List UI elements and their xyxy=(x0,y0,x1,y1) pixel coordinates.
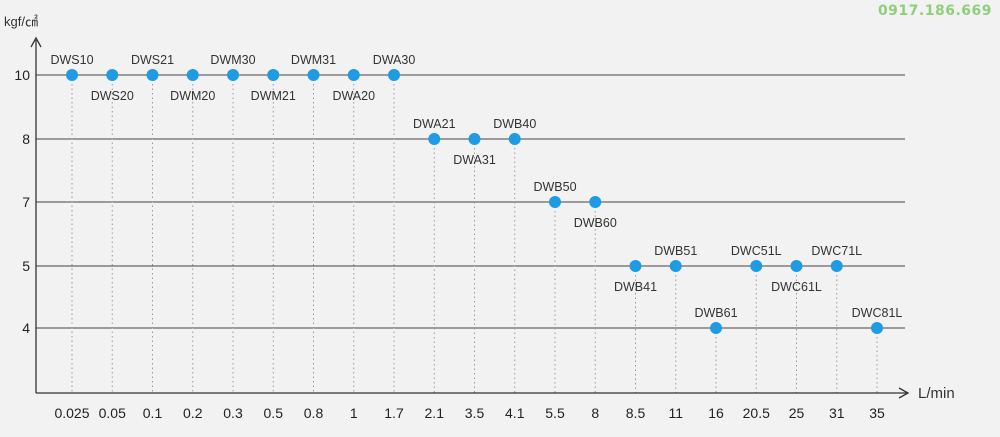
y-axis-label: kgf/㎠ xyxy=(4,14,38,29)
x-tick-label: 0.025 xyxy=(54,405,89,421)
y-axis-arrow xyxy=(30,36,42,48)
x-tick-label: 25 xyxy=(789,405,805,421)
y-tick-label-10: 10 xyxy=(14,67,30,83)
point-label: DWA30 xyxy=(373,53,416,67)
phone-number: 0917.186.669 xyxy=(877,3,992,19)
point-label: DWB51 xyxy=(654,244,697,258)
y-tick-labels: 10 8 7 5 4 xyxy=(14,67,30,336)
point-label: DWS10 xyxy=(50,53,93,67)
point-label: DWM21 xyxy=(251,89,296,103)
x-tick-label: 1 xyxy=(350,405,358,421)
x-tick-label: 3.5 xyxy=(465,405,485,421)
x-tick-labels: 0.025 0.05 0.1 0.2 0.3 0.5 0.8 1 1.7 2.1 3.5 4.1 5.5… xyxy=(54,405,885,421)
x-tick-label: 0.5 xyxy=(264,405,284,421)
x-tick-label: 0.2 xyxy=(183,405,203,421)
y-tick-label-5: 5 xyxy=(22,258,30,274)
data-point xyxy=(669,260,682,272)
x-tick-label: 35 xyxy=(869,405,885,421)
point-label: DWC61L xyxy=(771,280,822,294)
point-label: DWC51L xyxy=(731,244,782,258)
x-tick-label: 2.1 xyxy=(425,405,445,421)
data-point xyxy=(629,260,642,272)
point-label: DWS21 xyxy=(131,53,174,67)
data-point xyxy=(388,69,400,81)
x-tick-label: 20.5 xyxy=(743,405,770,421)
data-point xyxy=(508,133,521,145)
point-label: DWC81L xyxy=(852,306,903,320)
data-point xyxy=(267,69,280,81)
x-tick-label: 31 xyxy=(829,405,845,421)
drop-lines xyxy=(71,75,878,393)
data-point xyxy=(428,133,441,145)
data-point xyxy=(227,69,239,81)
x-tick-label: 8.5 xyxy=(626,405,646,421)
x-tick-label: 0.8 xyxy=(304,405,324,421)
point-label: DWM20 xyxy=(170,89,215,103)
x-tick-label: 5.5 xyxy=(545,405,565,421)
point-label: DWB40 xyxy=(493,117,536,131)
data-point xyxy=(871,322,883,334)
point-label: DWB50 xyxy=(533,180,576,194)
x-tick-label: 0.3 xyxy=(223,405,243,421)
point-label: DWA20 xyxy=(332,89,375,103)
point-label: DWM31 xyxy=(291,53,336,67)
x-axis-label: L/min xyxy=(918,385,955,402)
x-tick-label: 1.7 xyxy=(384,405,404,421)
data-point xyxy=(186,69,199,81)
x-tick-label: 8 xyxy=(591,405,599,421)
data-point xyxy=(468,133,481,145)
point-label: DWA21 xyxy=(413,117,456,131)
point-label: DWB41 xyxy=(614,280,657,294)
x-tick-label: 4.1 xyxy=(505,405,525,421)
data-point xyxy=(549,196,561,208)
data-point xyxy=(347,69,360,81)
point-label: DWS20 xyxy=(91,89,134,103)
x-tick-label: 0.05 xyxy=(99,405,126,421)
point-label: DWC71L xyxy=(811,244,862,258)
y-tick-label-7: 7 xyxy=(22,194,30,210)
point-label: DWA31 xyxy=(453,153,496,167)
data-point xyxy=(66,69,78,81)
data-point xyxy=(307,69,320,81)
data-point xyxy=(146,69,159,81)
data-point xyxy=(710,322,722,334)
data-point xyxy=(106,69,119,81)
x-tick-label: 11 xyxy=(668,405,683,421)
data-point xyxy=(589,196,602,208)
point-label: DWB60 xyxy=(574,216,617,230)
data-point xyxy=(750,260,763,272)
data-points: DWS10 DWS20 DWS21 DWM20 DWM30 DWM21 DWM31 DWA20… xyxy=(50,53,902,334)
data-point xyxy=(790,260,803,272)
y-tick-label-4: 4 xyxy=(22,320,30,336)
x-tick-label: 0.1 xyxy=(143,405,163,421)
x-axis-arrow xyxy=(898,387,910,399)
y-tick-label-8: 8 xyxy=(22,131,30,147)
point-label: DWM30 xyxy=(210,53,255,67)
point-label: DWB61 xyxy=(694,306,737,320)
x-tick-label: 16 xyxy=(708,405,724,421)
axes: kgf/㎠ L/min xyxy=(4,14,955,402)
data-point xyxy=(830,260,843,272)
